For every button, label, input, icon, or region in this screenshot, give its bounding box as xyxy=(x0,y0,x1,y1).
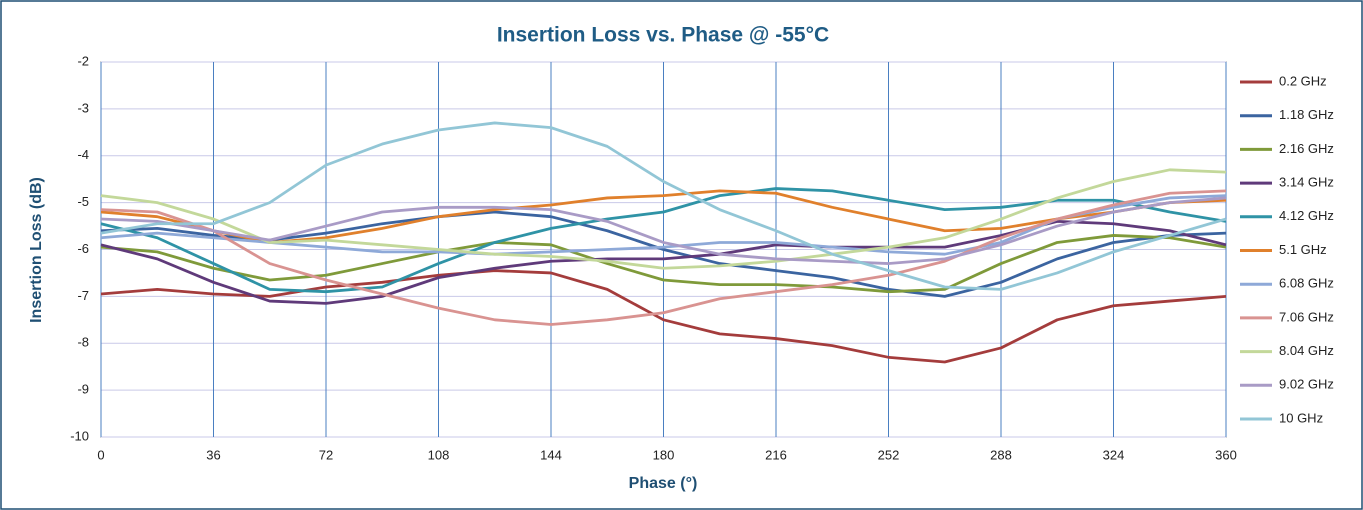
legend-label: 8.04 GHz xyxy=(1279,343,1334,358)
legend-label: 7.06 GHz xyxy=(1279,309,1334,324)
series-line xyxy=(100,194,1227,256)
x-tick-label: 36 xyxy=(206,447,220,462)
series-line xyxy=(100,168,1227,270)
y-tick-label: -8 xyxy=(77,335,89,350)
legend-label: 0.2 GHz xyxy=(1279,73,1327,88)
series-line xyxy=(100,187,1227,294)
x-tick-label: 324 xyxy=(1103,447,1125,462)
y-tick-label: -5 xyxy=(77,194,89,209)
legend-label: 6.08 GHz xyxy=(1279,276,1334,291)
x-tick-label: 360 xyxy=(1215,447,1237,462)
x-tick-label: 144 xyxy=(540,447,562,462)
series-line xyxy=(100,210,1227,298)
y-tick-label: -6 xyxy=(77,241,89,256)
y-tick-label: -7 xyxy=(77,288,89,303)
legend-label: 2.16 GHz xyxy=(1279,141,1334,156)
legend-label: 3.14 GHz xyxy=(1279,175,1334,190)
chart-title: Insertion Loss vs. Phase @ -55°C xyxy=(497,24,829,47)
x-tick-label: 72 xyxy=(319,447,333,462)
x-tick-label: 180 xyxy=(653,447,675,462)
series-line xyxy=(100,234,1227,294)
series-line xyxy=(100,121,1227,291)
x-tick-label: 252 xyxy=(878,447,900,462)
series-line xyxy=(100,269,1227,364)
legend-label: 5.1 GHz xyxy=(1279,242,1327,257)
y-tick-label: -3 xyxy=(77,100,89,115)
x-tick-label: 216 xyxy=(765,447,787,462)
x-tick-label: 288 xyxy=(990,447,1012,462)
series-line xyxy=(100,189,1227,326)
legend-label: 10 GHz xyxy=(1279,410,1323,425)
y-tick-label: -2 xyxy=(77,53,89,68)
y-tick-label: -4 xyxy=(77,147,89,162)
y-tick-label: -9 xyxy=(77,382,89,397)
legend-label: 4.12 GHz xyxy=(1279,208,1334,223)
x-axis-title: Phase (°) xyxy=(629,475,698,492)
y-tick-label: -10 xyxy=(70,428,89,443)
y-axis-title: Insertion Loss (dB) xyxy=(28,177,45,323)
series-line xyxy=(100,196,1227,265)
legend-label: 1.18 GHz xyxy=(1279,107,1334,122)
x-tick-label: 0 xyxy=(97,447,104,462)
legend-label: 9.02 GHz xyxy=(1279,377,1334,392)
x-tick-label: 108 xyxy=(428,447,450,462)
